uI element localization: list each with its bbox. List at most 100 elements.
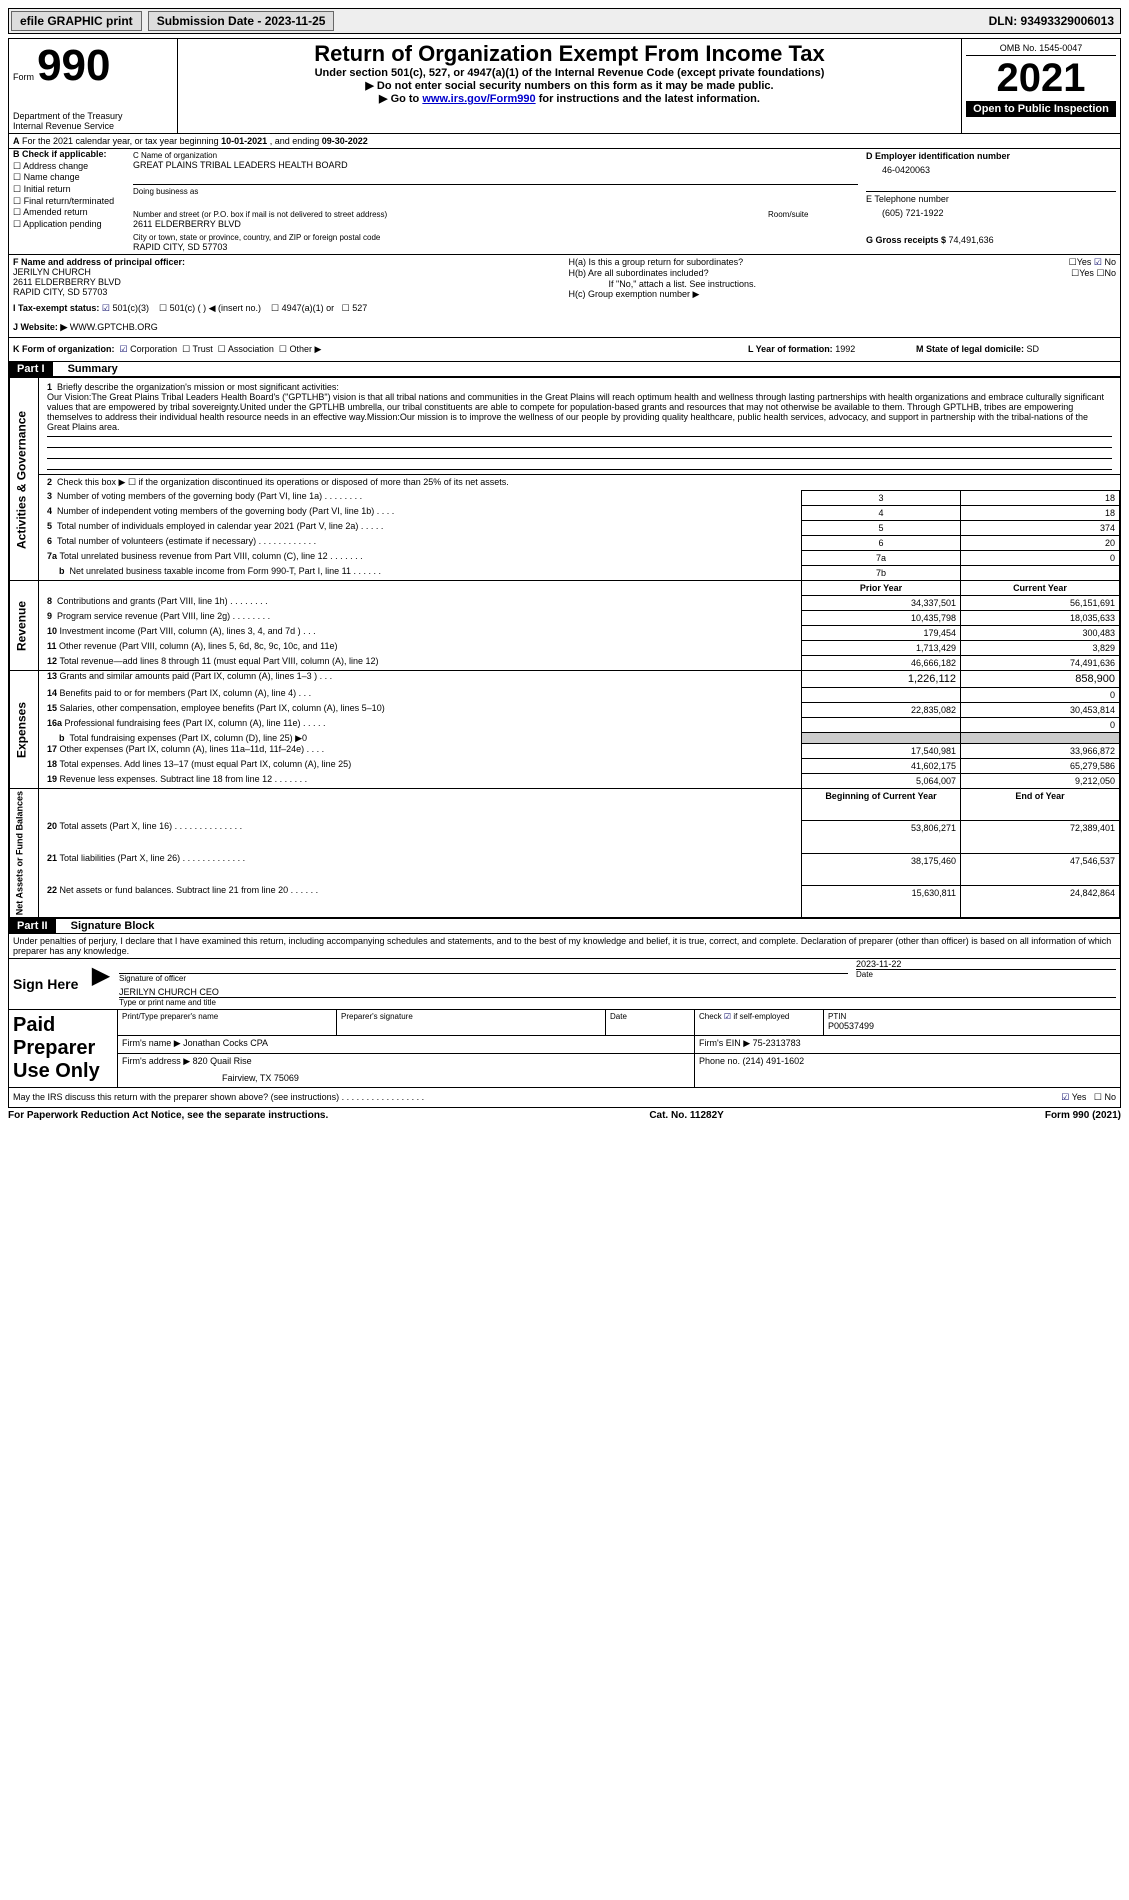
check-address-change[interactable]: ☐ Address change [9,161,129,173]
rev-row-11: Other revenue (Part VIII, column (A), li… [59,641,337,651]
subtitle-3: ▶ Go to www.irs.gov/Form990 for instruct… [182,92,957,105]
part1-title: Summary [56,363,118,375]
col-current: Current Year [1013,583,1067,593]
city: RAPID CITY, SD 57703 [133,242,858,252]
prep-date-label: Date [606,1010,695,1035]
exp-p-15: 22,835,082 [802,703,961,718]
exp-row-15: Salaries, other compensation, employee b… [60,703,385,713]
a-label: A [13,136,20,146]
sign-arrow-icon: ▶ [87,959,115,1009]
discuss-yes[interactable]: Yes [1061,1092,1086,1102]
i-label: I Tax-exempt status: [13,303,99,313]
k-corp[interactable]: Corporation [120,344,178,354]
form-title: Return of Organization Exempt From Incom… [182,41,957,67]
hb-yes[interactable]: ☐Yes [1071,268,1094,278]
firm-ein-cell: Firm's EIN ▶ 75-2313783 [695,1036,1121,1053]
exp-c-15: 30,453,814 [961,703,1120,718]
k-trust[interactable]: ☐ Trust [182,344,213,354]
line-a: A For the 2021 calendar year, or tax yea… [9,134,1121,149]
exp-row-14: Benefits paid to or for members (Part IX… [60,688,312,698]
net-p-22: 15,630,811 [802,885,961,917]
ha-label: H(a) Is this a group return for subordin… [569,257,744,268]
ag-val-5: 374 [961,521,1120,536]
c-label: C Name of organization [133,151,858,160]
rev-p-8: 34,337,501 [802,596,961,611]
g-label: G Gross receipts $ [866,235,949,245]
officer-name: JERILYN CHURCH [13,267,561,277]
section-d-e: D Employer identification number 46-0420… [862,149,1120,231]
k-other[interactable]: ☐ Other ▶ [279,344,322,354]
gross-receipts: 74,491,636 [949,235,994,245]
sig-officer-label: Signature of officer [119,973,848,983]
check-initial-return[interactable]: ☐ Initial return [9,184,129,196]
irs-link[interactable]: www.irs.gov/Form990 [422,93,535,105]
dba-label: Doing business as [133,184,858,196]
exp-row-19: Revenue less expenses. Subtract line 18 … [60,774,308,784]
i-527[interactable]: ☐ 527 [342,303,368,313]
sign-here-label: Sign Here [9,959,87,1009]
line1: 1 Briefly describe the organization's mi… [39,378,1120,475]
org-name: GREAT PLAINS TRIBAL LEADERS HEALTH BOARD [133,160,858,170]
check-app-pending[interactable]: ☐ Application pending [9,219,129,231]
i-501c[interactable]: ☐ 501(c) ( ) ◀ (insert no.) [159,303,261,313]
omb-number: OMB No. 1545-0047 [966,41,1116,56]
net-p-21: 38,175,460 [802,853,961,885]
exp-row-17: Other expenses (Part IX, column (A), lin… [60,744,325,754]
subtitle-2: ▶ Do not enter social security numbers o… [182,79,957,92]
sig-name: JERILYN CHURCH CEO [119,987,1116,997]
f-label: F Name and address of principal officer: [13,257,185,267]
discuss-text: May the IRS discuss this return with the… [13,1092,424,1102]
footer-left: For Paperwork Reduction Act Notice, see … [8,1110,328,1121]
rev-c-8: 56,151,691 [961,596,1120,611]
phone-label: Phone no. [699,1056,743,1066]
ag-row-6: Total number of volunteers (estimate if … [57,536,316,546]
dept-treasury: Department of the Treasury [13,111,173,121]
subtitle-1: Under section 501(c), 527, or 4947(a)(1)… [182,67,957,79]
m-label: M State of legal domicile: [916,344,1027,354]
prep-selfemp: Check if self-employed [695,1010,824,1035]
rev-row-9: Program service revenue (Part VIII, line… [57,611,270,621]
ag-val-4: 18 [961,506,1120,521]
net-c-21: 47,546,537 [961,853,1120,885]
section-f: F Name and address of principal officer:… [9,255,565,299]
side-revenue: Revenue [10,581,39,671]
check-amended-return[interactable]: ☐ Amended return [9,207,129,219]
check-name-change[interactable]: ☐ Name change [9,172,129,184]
part1-label: Part I [9,362,53,376]
exp-row-18: Total expenses. Add lines 13–17 (must eq… [60,759,352,769]
side-net-assets: Net Assets or Fund Balances [10,789,39,918]
i-4947[interactable]: ☐ 4947(a)(1) or [271,303,334,313]
hc-label: H(c) Group exemption number ▶ [569,289,1117,300]
rev-p-11: 1,713,429 [802,641,961,656]
topbar: efile GRAPHIC print Submission Date - 20… [8,8,1121,34]
hb-no[interactable]: ☐No [1096,268,1116,278]
form-number: 990 [37,41,110,90]
k-assoc[interactable]: ☐ Association [218,344,274,354]
ag-key-7b: 7b [802,566,961,581]
form-id-cell: Form 990 Department of the Treasury Inte… [9,39,178,134]
section-b: B Check if applicable: ☐ Address change … [9,149,129,254]
footer: For Paperwork Reduction Act Notice, see … [8,1108,1121,1123]
tax-year: 2021 [966,56,1116,101]
net-c-20: 72,389,401 [961,821,1120,853]
website: WWW.GPTCHB.ORG [70,322,158,332]
paid-preparer-label: Paid Preparer Use Only [13,1014,113,1083]
exp-c-17: 33,966,872 [961,744,1120,759]
exp-c-14: 0 [961,688,1120,703]
exp-p-18: 41,602,175 [802,759,961,774]
check-self-employed[interactable] [724,1012,733,1021]
ha-no[interactable]: No [1094,257,1116,267]
street: 2611 ELDERBERRY BLVD [133,219,760,229]
hb-label: H(b) Are all subordinates included? [569,268,709,279]
discuss-no[interactable]: ☐ No [1094,1092,1116,1102]
i-501c3[interactable]: 501(c)(3) [102,303,149,313]
section-h: H(a) Is this a group return for subordin… [565,255,1121,337]
j-label: J Website: ▶ [13,322,70,332]
goto-pre: ▶ Go to [379,93,422,105]
exp-p-16b [802,733,961,744]
ha-yes[interactable]: ☐Yes [1069,257,1092,267]
mission-text: Our Vision:The Great Plains Tribal Leade… [47,392,1104,432]
exp-row-16a: Professional fundraising fees (Part IX, … [65,718,326,728]
check-final-return[interactable]: ☐ Final return/terminated [9,196,129,208]
efile-button[interactable]: efile GRAPHIC print [11,11,142,31]
